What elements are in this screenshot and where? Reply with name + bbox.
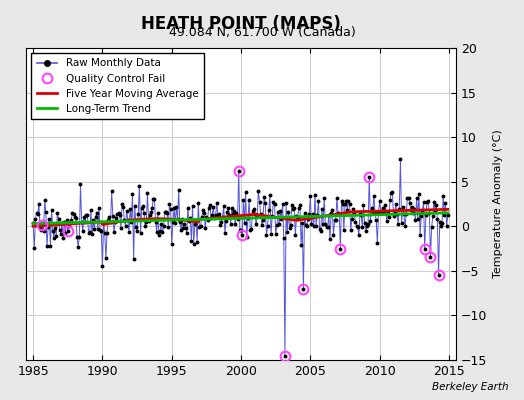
Legend: Raw Monthly Data, Quality Control Fail, Five Year Moving Average, Long-Term Tren: Raw Monthly Data, Quality Control Fail, … xyxy=(31,53,204,119)
Text: 49.084 N, 61.700 W (Canada): 49.084 N, 61.700 W (Canada) xyxy=(169,26,355,39)
Title: HEATH POINT (MAPS): HEATH POINT (MAPS) xyxy=(141,14,341,32)
Text: Berkeley Earth: Berkeley Earth xyxy=(432,382,508,392)
Y-axis label: Temperature Anomaly (°C): Temperature Anomaly (°C) xyxy=(493,130,503,278)
